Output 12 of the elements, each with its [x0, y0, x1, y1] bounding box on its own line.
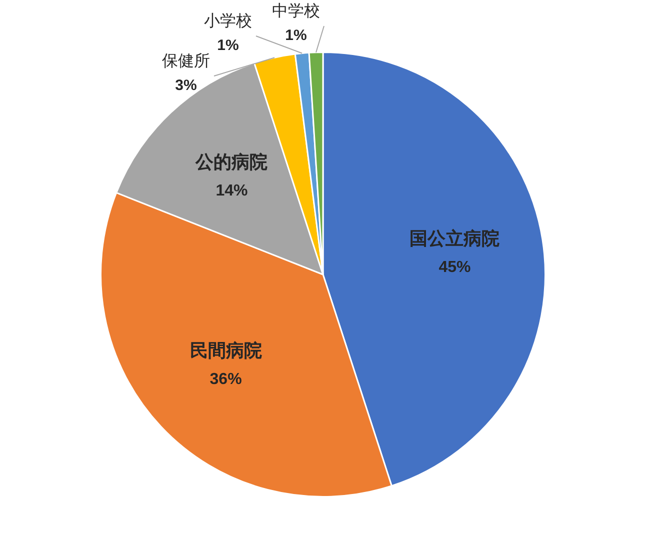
slice-label: 民間病院 [190, 340, 262, 362]
slice-label: 小学校 [204, 11, 252, 30]
data-label: 45% [438, 259, 471, 276]
slice-label: 公的病院 [194, 152, 268, 173]
data-label: 14% [216, 182, 248, 200]
data-label: 3% [175, 77, 197, 94]
slice-label: 中学校 [272, 1, 320, 20]
slice-label: 国公立病院 [410, 228, 500, 250]
slice-label: 保健所 [162, 51, 210, 70]
data-label: 36% [210, 371, 242, 388]
data-label: 1% [217, 37, 239, 54]
data-label: 1% [285, 27, 307, 44]
